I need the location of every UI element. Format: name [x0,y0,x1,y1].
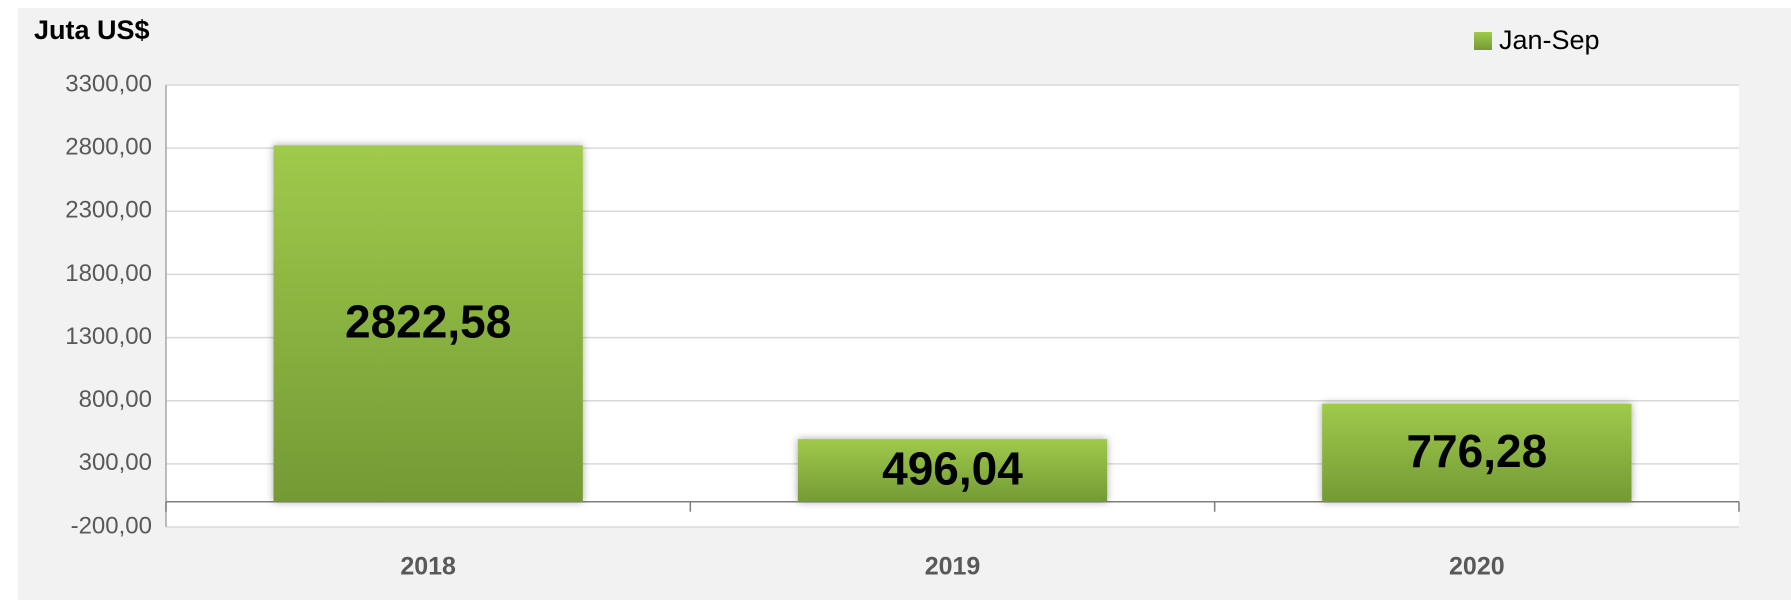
chart-title: Juta US$ [34,15,150,45]
y-tick-label: 800,00 [79,386,152,413]
value-label: 2822,58 [345,296,511,348]
y-tick-label: 1800,00 [65,260,152,287]
bar [1322,403,1632,502]
y-tick-label: 3300,00 [65,70,152,97]
legend-label: Jan-Sep [1499,25,1600,55]
x-tick-label: 2018 [400,553,456,581]
y-tick-label: 2300,00 [65,197,152,224]
y-tick-label: 1300,00 [65,323,152,350]
y-tick-label: 300,00 [79,449,152,476]
legend-swatch [1474,32,1492,50]
x-tick-label: 2020 [1449,553,1505,581]
value-label: 776,28 [1406,425,1547,477]
value-label: 496,04 [882,443,1023,495]
bar [797,439,1108,502]
y-tick-label: -200,00 [71,512,152,539]
bar [273,145,583,502]
x-tick-label: 2019 [925,553,981,581]
y-tick-label: 2800,00 [65,133,152,160]
